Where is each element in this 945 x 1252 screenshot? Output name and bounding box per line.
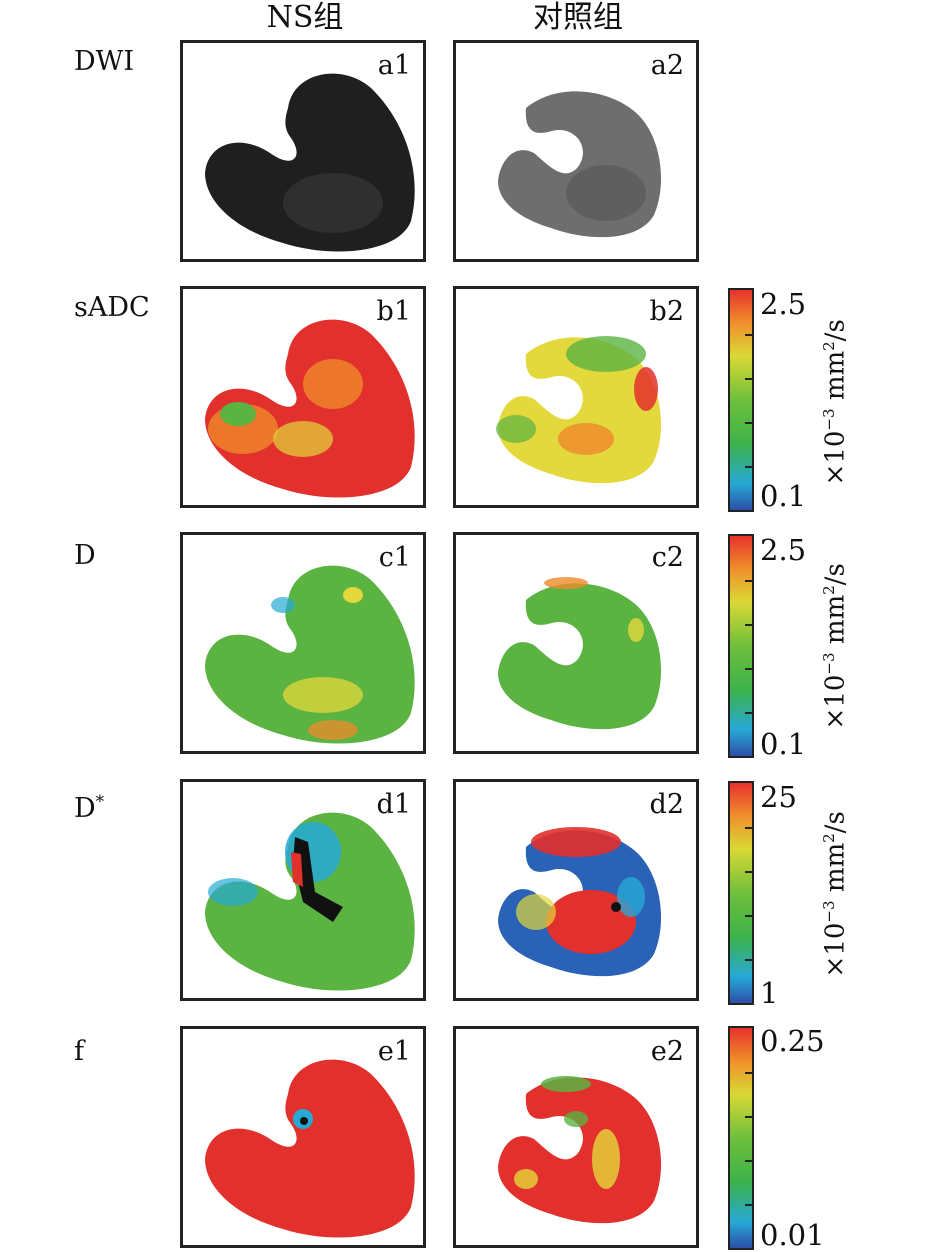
d-ns-map [205, 565, 415, 744]
sadc-ns-map [205, 319, 415, 498]
f-control-map [498, 1076, 662, 1224]
dstar-ns-map [205, 812, 415, 991]
panel-a2: a2 [453, 40, 699, 262]
row-label-dstar: D* [74, 792, 105, 824]
panel-label-c1: c1 [378, 542, 411, 573]
panel-e2: e2 [453, 1026, 699, 1248]
colorbar-d [728, 534, 754, 758]
colorbar-dstar-max: 25 [760, 780, 797, 814]
colorbar-sadc-min: 0.1 [760, 479, 807, 513]
panel-c2: c2 [453, 532, 699, 754]
colorbar-sadc-max: 2.5 [760, 287, 807, 321]
dwi-control-image [498, 91, 662, 238]
row-label-sadc: sADC [74, 292, 150, 323]
panel-c1: c1 [180, 532, 426, 754]
panel-label-b1: b1 [376, 296, 411, 327]
dwi-ns-image [205, 73, 415, 252]
panel-d2: d2 [453, 779, 699, 1001]
panel-e1: e1 [180, 1026, 426, 1248]
f-ns-map [205, 1059, 415, 1238]
panel-label-e2: e2 [650, 1036, 684, 1067]
colorbar-d-max: 2.5 [760, 533, 807, 567]
panel-a1: a1 [180, 40, 426, 262]
panel-b2: b2 [453, 286, 699, 508]
column-header-control: 对照组 [533, 0, 623, 35]
sadc-control-map [496, 336, 662, 484]
panel-b1: b1 [180, 286, 426, 508]
row-label-d: D [74, 540, 96, 571]
panel-label-a1: a1 [377, 50, 411, 81]
colorbar-d-min: 0.1 [760, 727, 807, 761]
dstar-control-map [498, 827, 662, 977]
colorbar-dstar-unit: ×10−3 mm2/s [819, 811, 851, 978]
panel-label-c2: c2 [651, 542, 684, 573]
colorbar-d-unit: ×10−3 mm2/s [819, 563, 851, 730]
column-header-ns: NS组 [266, 0, 344, 35]
panel-label-e1: e1 [377, 1036, 411, 1067]
row-label-f: f [74, 1036, 84, 1067]
colorbar-sadc-unit: ×10−3 mm2/s [819, 319, 851, 486]
colorbar-dstar [728, 781, 754, 1005]
colorbar-f-min: 0.01 [760, 1218, 825, 1252]
panel-label-d1: d1 [376, 789, 411, 820]
panel-label-b2: b2 [649, 296, 684, 327]
colorbar-sadc [728, 288, 754, 512]
colorbar-dstar-min: 1 [760, 976, 779, 1010]
panel-d1: d1 [180, 779, 426, 1001]
row-label-dwi: DWI [74, 46, 135, 77]
colorbar-f-max: 0.25 [760, 1024, 825, 1058]
panel-label-a2: a2 [650, 50, 684, 81]
panel-label-d2: d2 [649, 789, 684, 820]
colorbar-f [728, 1026, 754, 1250]
d-control-map [498, 577, 662, 730]
